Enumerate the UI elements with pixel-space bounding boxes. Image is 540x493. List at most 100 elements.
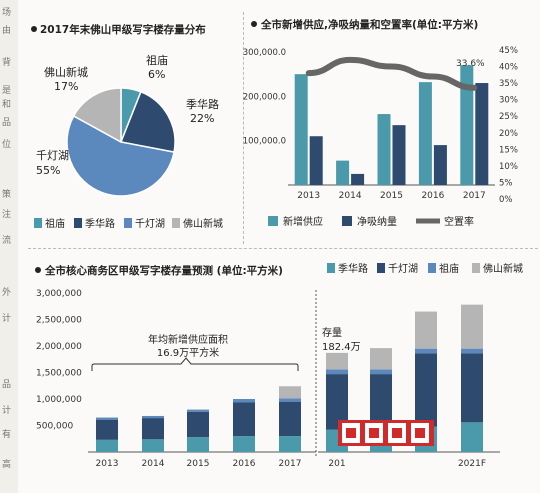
stock-bar-0-0 (96, 439, 118, 452)
supply-right-tick-1: 40% (499, 63, 518, 73)
stock-legend-label-1: 千灯湖 (388, 263, 418, 275)
vacancy-line (305, 56, 478, 91)
supply-x-tick-2014: 2014 (339, 191, 362, 201)
absorb-bar-2014 (351, 173, 365, 185)
newspaper-logo (338, 418, 434, 448)
stock-bar-4-1 (279, 401, 301, 437)
annual-supply-label-1: 年均新增供应面积 (148, 333, 228, 346)
supply-right-tick-8: 5% (499, 178, 513, 188)
stock-bar-8-3 (461, 304, 483, 349)
supply-right-tick-4: 25% (499, 112, 518, 122)
pie-legend-swatch-0 (34, 218, 42, 228)
stock-bar-4-2 (279, 398, 301, 402)
stock-label-1: 存量 (322, 326, 342, 339)
pie-chart: 2017年末佛山甲级写字楼存量分布 祖庙 6% 季华路 22% 千灯湖 55% … (31, 23, 223, 230)
supply-bar-2014 (336, 160, 350, 185)
pie-label-jihua-name: 季华路 (186, 97, 219, 111)
stock-bar-4-0 (279, 436, 301, 452)
stock-legend-label-0: 季华路 (338, 262, 368, 275)
vertical-divider (243, 12, 244, 244)
supply-x-tick-2016: 2016 (421, 191, 444, 201)
stock-y-tick-3: 1,500,000 (36, 369, 82, 379)
stock-legend-swatch-3 (472, 263, 480, 273)
stock-bar-2-2 (187, 409, 209, 412)
stock-x-tick-8: 2021F (458, 459, 486, 469)
stock-bar-2-0 (187, 437, 209, 452)
stock-bar-4-3 (279, 386, 301, 399)
pie-slices (66, 87, 176, 197)
absorb-bar-2017 (475, 83, 489, 185)
stock-title: 全市核心商务区甲级写字楼存量预测 (单位:平方米) (44, 264, 283, 277)
pie-legend-swatch-3 (172, 218, 180, 228)
pie-slice-2 (66, 114, 175, 197)
stock-label-2: 182.4万 (322, 342, 361, 353)
supply-legend-label-1: 净吸纳量 (357, 215, 397, 228)
stock-x-tick-3: 2016 (233, 459, 256, 469)
supply-x-tick-2015: 2015 (380, 191, 403, 201)
supply-right-tick-0: 45% (499, 46, 518, 56)
left-margin-column: 场由背 是和品 位策注 流外计 品计有 高 (0, 0, 18, 493)
supply-right-tick-7: 10% (499, 162, 518, 172)
stock-x-tick-5: 201 (328, 459, 345, 469)
stock-bar-6-1 (370, 374, 392, 430)
stock-bar-8-1 (461, 353, 483, 423)
stock-axes: 3,000,000 2,500,000 2,000,000 1,500,000 1,00… (36, 289, 500, 469)
vacancy-annotation: 33.6% (456, 59, 485, 69)
supply-right-tick-9: 0% (499, 195, 513, 205)
supply-left-tick-1: 200,000.0 (243, 92, 286, 102)
supply-legend: 新增供应 净吸纳量 空置率 (268, 215, 474, 228)
stock-bars (96, 304, 483, 452)
stock-legend-swatch-1 (377, 263, 385, 273)
supply-bar-2015 (377, 114, 391, 185)
pie-label-zumiao-pct: 6% (148, 68, 165, 81)
supply-x-tick-2013: 2013 (297, 191, 320, 201)
supply-x-tick-2017: 2017 (463, 191, 486, 201)
supply-legend-swatch-0 (268, 216, 278, 226)
stock-bar-6-3 (370, 348, 392, 370)
stock-bar-8-2 (461, 348, 483, 354)
pie-title: 2017年末佛山甲级写字楼存量分布 (40, 23, 206, 36)
stock-bar-0-2 (96, 417, 118, 420)
pie-label-zumiao-name: 祖庙 (146, 53, 168, 67)
supply-right-tick-3: 30% (499, 96, 518, 106)
supply-right-tick-6: 15% (499, 145, 518, 155)
pie-legend-label-3: 佛山新城 (183, 217, 223, 230)
stock-bar-1-0 (142, 439, 164, 452)
pie-legend-label-0: 祖庙 (45, 217, 65, 230)
stock-x-tick-2: 2015 (187, 459, 210, 469)
supply-right-tick-2: 35% (499, 79, 518, 89)
stock-legend-swatch-0 (327, 263, 335, 273)
stock-chart: 全市核心商务区甲级写字楼存量预测 (单位:平方米) 季华路 千灯湖 祖庙 佛山新城 3… (35, 262, 523, 469)
supply-left-tick-0: 300,000.0 (243, 48, 286, 58)
stock-bar-3-0 (233, 436, 255, 452)
pie-slice-3 (72, 87, 122, 144)
stock-bar-3-1 (233, 402, 255, 437)
stock-legend-label-2: 祖庙 (439, 262, 459, 275)
pie-label-jihua-pct: 22% (190, 112, 214, 125)
pie-slice-1 (119, 90, 176, 153)
stock-bar-3-2 (233, 399, 255, 403)
stock-y-tick-4: 1,000,000 (36, 395, 82, 405)
pie-label-qiandeng-name: 千灯湖 (36, 149, 69, 162)
stock-bar-1-1 (142, 418, 164, 440)
pie-legend-swatch-2 (124, 218, 132, 228)
pie-legend-swatch-1 (74, 218, 82, 228)
stock-legend-label-3: 佛山新城 (483, 262, 523, 275)
stock-bar-2-1 (187, 411, 209, 438)
absorb-bar-2016 (433, 145, 447, 185)
stock-y-tick-0: 3,000,000 (36, 289, 82, 299)
supply-left-tick-2: 100,000.0 (243, 137, 286, 147)
stock-bar-5-1 (326, 374, 348, 430)
stock-bar-8-0 (461, 422, 483, 452)
supply-legend-label-0: 新增供应 (283, 215, 323, 228)
stock-x-tick-4: 2017 (279, 459, 302, 469)
stock-y-tick-1: 2,500,000 (36, 316, 82, 326)
stock-bar-0-1 (96, 419, 118, 440)
stock-bar-1-2 (142, 415, 164, 419)
stock-x-tick-0: 2013 (96, 459, 119, 469)
stock-title-bullet (35, 267, 41, 273)
stock-bar-5-3 (326, 352, 348, 370)
supply-bars (294, 65, 489, 185)
absorb-bar-2015 (392, 125, 406, 185)
stock-bar-7-1 (415, 353, 437, 427)
